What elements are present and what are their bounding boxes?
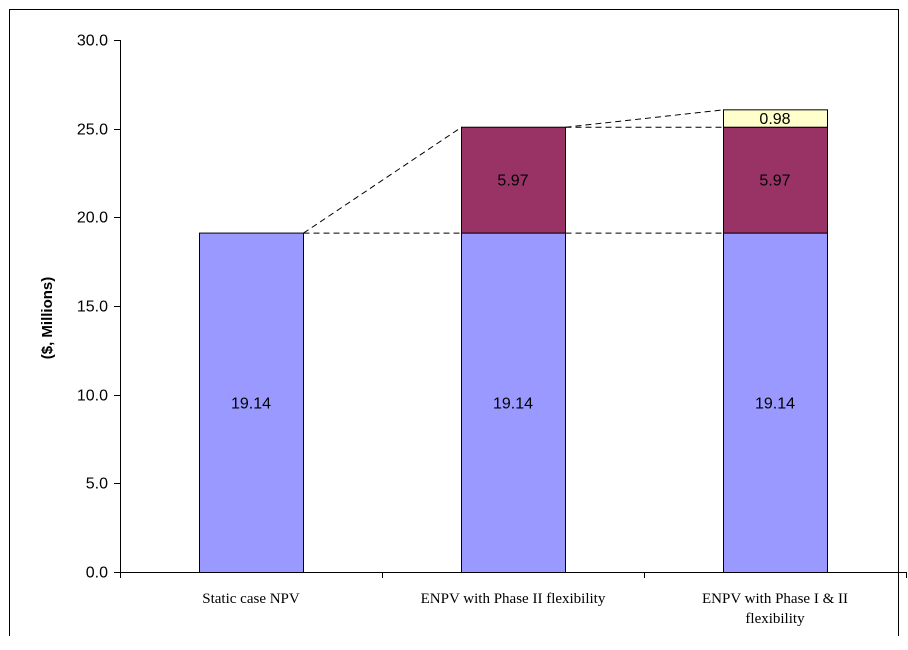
y-tick-label: 10.0 [77,388,108,405]
y-axis-title: ($, Millions) [39,277,56,360]
x-tick-label: Static case NPV [202,591,300,607]
connector-line [565,109,724,128]
x-tick-label: flexibility [745,611,805,627]
y-tick-label: 25.0 [77,122,108,139]
data-label: 5.97 [497,173,528,190]
bar-segment [723,126,828,234]
x-tick-label: ENPV with Phase II flexibility [421,591,606,607]
y-tick-label: 30.0 [77,33,108,50]
bar-segment [723,232,828,573]
y-tick-label: 20.0 [77,210,108,227]
y-tick-label: 0.0 [86,565,108,582]
data-label: 5.97 [759,173,790,190]
bar-segment [199,232,304,573]
bar-segment [461,126,566,234]
x-tick-label: ENPV with Phase I & II [702,591,848,607]
data-label: 19.14 [493,395,533,412]
y-tick-label: 15.0 [77,299,108,316]
bar-segment [723,109,828,128]
connector-line [303,126,462,234]
chart-area-border [9,9,899,636]
data-label: 0.98 [759,111,790,128]
data-label: 19.14 [755,395,795,412]
y-tick-label: 5.0 [86,476,108,493]
data-label: 19.14 [231,395,271,412]
